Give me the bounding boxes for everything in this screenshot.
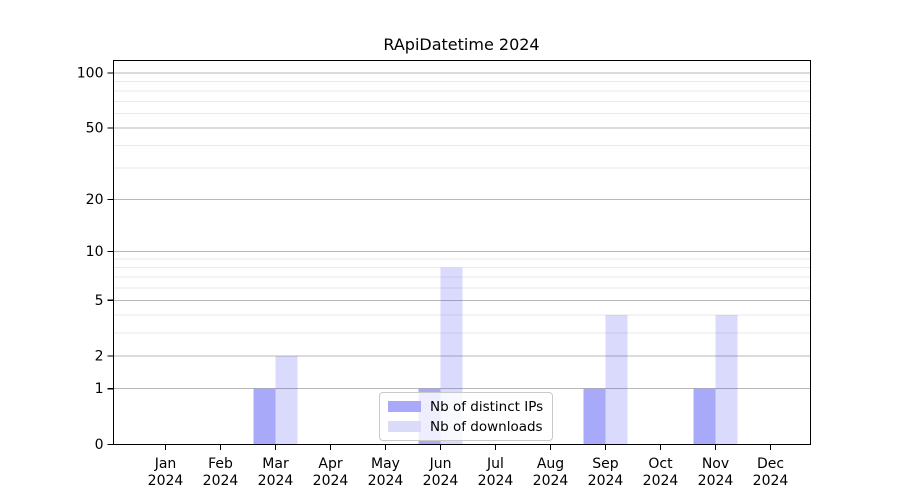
legend: Nb of distinct IPs Nb of downloads (379, 392, 554, 441)
bar-distinct-ips (253, 388, 276, 445)
x-tick-label-month: Dec (757, 456, 784, 472)
x-tick-label-year: 2024 (148, 473, 184, 489)
legend-label-distinct-ips: Nb of distinct IPs (430, 398, 544, 415)
y-tick-label: 20 (86, 192, 104, 208)
y-tick-label: 50 (86, 121, 104, 137)
x-tick-label-year: 2024 (258, 473, 294, 489)
x-tick-label-year: 2024 (203, 473, 239, 489)
x-tick-label-month: Nov (702, 456, 729, 472)
y-tick-label: 100 (77, 66, 104, 82)
bar-distinct-ips (693, 388, 716, 445)
x-tick-label-month: Oct (648, 456, 673, 472)
y-tick-label: 10 (86, 244, 104, 260)
x-tick-label-month: Jun (429, 456, 452, 472)
chart-title: RApiDatetime 2024 (383, 35, 540, 54)
bar-downloads (605, 314, 628, 445)
x-tick-label-year: 2024 (533, 473, 569, 489)
x-tick-label-month: Jul (486, 456, 504, 472)
x-tick-label-month: Feb (208, 456, 233, 472)
x-tick-label-year: 2024 (588, 473, 624, 489)
y-tick-label: 5 (95, 293, 104, 309)
x-tick-label-month: May (371, 456, 400, 472)
y-tick-label: 2 (95, 349, 104, 365)
x-tick-label-year: 2024 (478, 473, 514, 489)
x-tick-label-year: 2024 (698, 473, 734, 489)
bar-downloads (275, 356, 298, 445)
x-tick-label-year: 2024 (423, 473, 459, 489)
bar-distinct-ips (583, 388, 606, 445)
x-tick-label-year: 2024 (313, 473, 349, 489)
x-tick-label-month: Aug (537, 456, 564, 472)
legend-swatch-downloads (388, 421, 421, 432)
y-tick-label: 0 (95, 437, 104, 453)
x-tick-label-month: Sep (592, 456, 619, 472)
legend-label-downloads: Nb of downloads (430, 418, 543, 435)
legend-swatch-distinct-ips (388, 401, 421, 412)
plot-border (113, 60, 811, 445)
y-tick-label: 1 (95, 381, 104, 397)
x-tick-label-month: Apr (318, 456, 342, 472)
legend-item-distinct-ips: Nb of distinct IPs (388, 398, 543, 415)
x-tick-label-month: Jan (154, 456, 177, 472)
x-tick-label-year: 2024 (753, 473, 789, 489)
x-tick-label-month: Mar (262, 456, 289, 472)
legend-item-downloads: Nb of downloads (388, 418, 543, 435)
bar-downloads (715, 314, 738, 445)
x-tick-label-year: 2024 (643, 473, 679, 489)
x-tick-label-year: 2024 (368, 473, 404, 489)
